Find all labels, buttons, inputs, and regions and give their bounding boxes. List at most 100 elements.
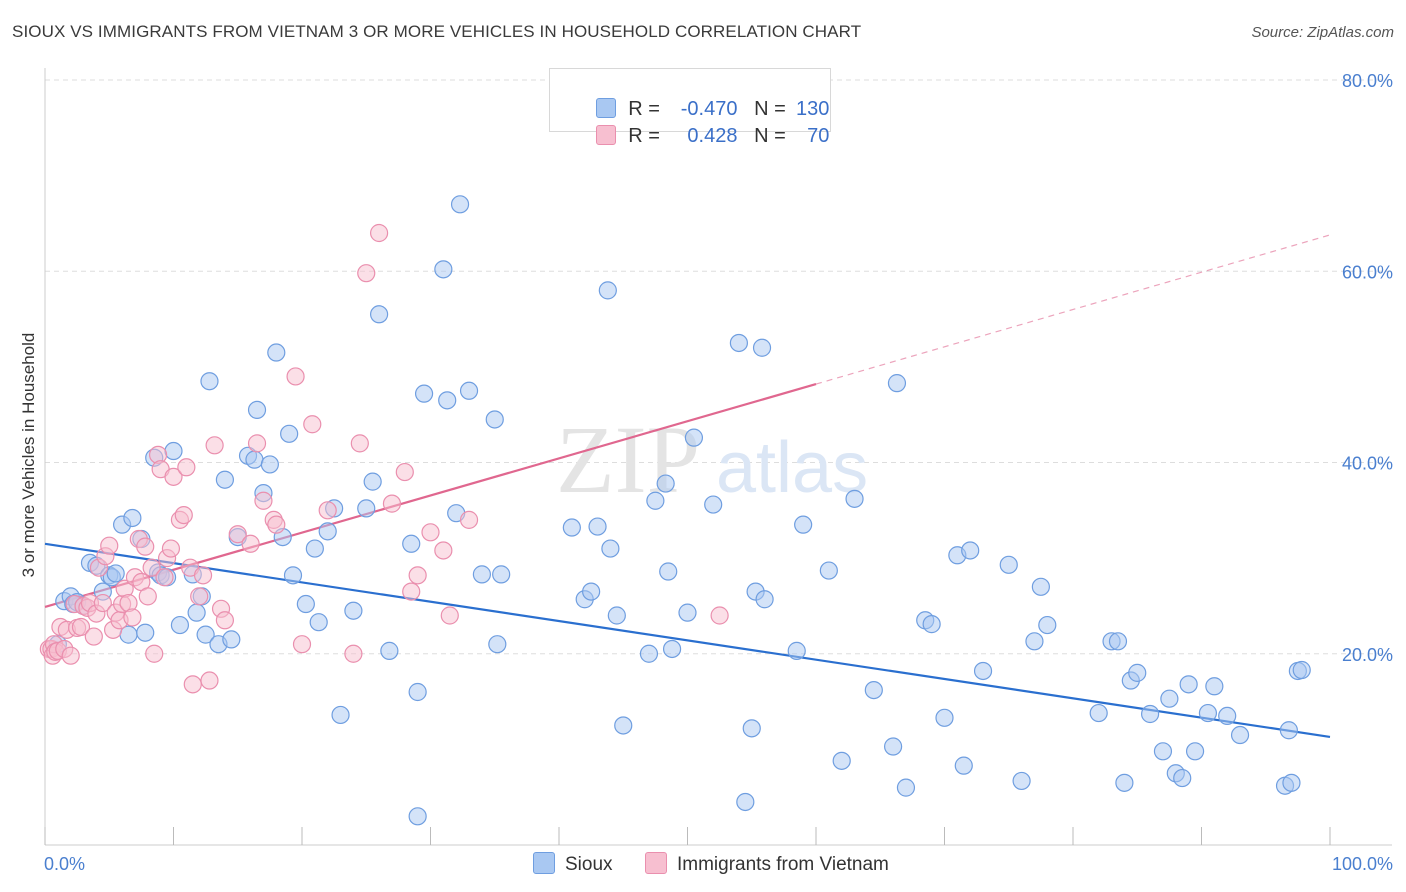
sioux-point [729,333,749,353]
sioux-point [1230,725,1250,745]
vietnam-point [161,539,181,558]
chart-title: SIOUX VS IMMIGRANTS FROM VIETNAM 3 OR MO… [12,22,862,41]
sioux-point [309,613,328,632]
vietnam-point [205,436,224,455]
sioux-point [267,343,286,362]
sioux-point [402,534,421,553]
vietnam-point [145,644,164,663]
sioux-point [245,450,264,469]
sioux-point [1160,689,1179,708]
vietnam-point [382,494,402,513]
vietnam-point [136,537,155,556]
vietnam-point [459,510,479,529]
sioux-swatch [596,98,617,118]
sioux-point [408,807,427,826]
sioux-point [200,372,219,391]
vietnam-swatch [596,125,617,145]
data-points [39,195,1311,826]
sioux-point [1153,742,1173,761]
sioux-point [1031,577,1050,596]
sioux-point [1218,706,1237,726]
y-tick-label: 40.0% [1342,454,1393,474]
vietnam-point [350,434,369,453]
sioux-point [1198,703,1218,723]
sioux-point [492,565,511,584]
sioux-point [598,281,617,300]
sioux-point [614,716,633,735]
sioux-point [408,682,427,702]
sioux-point [1205,677,1224,696]
vietnam-point [247,434,267,453]
vietnam-point [710,606,729,625]
sioux-point [247,400,267,420]
sioux-point [752,338,772,357]
y-tick-label: 20.0% [1342,645,1393,665]
x-tick-label: 0.0% [44,854,85,874]
trend-lines [44,234,1331,739]
sioux-point [331,705,350,725]
y-axis-label: 3 or more Vehicles in Household [19,333,38,578]
sioux-point [414,384,434,403]
sioux-point [222,630,241,649]
sioux-point [488,635,507,654]
sioux-point [344,601,363,620]
sioux-point [646,491,665,510]
sioux-point [438,391,457,410]
sioux-point [187,603,206,622]
sioux-point [260,455,279,474]
sioux-point [164,441,183,461]
vietnam-trend-extension [815,234,1331,385]
sioux-point [659,562,678,581]
vietnam-point [84,627,103,646]
sioux-point [1179,675,1198,694]
sioux-point [1025,632,1044,651]
sioux-point [296,594,315,614]
sioux-point [472,565,491,584]
sioux-point [434,260,453,279]
sioux-point [1128,663,1147,682]
sioux-point [736,792,755,812]
y-tick-label: 60.0% [1342,262,1393,282]
vietnam-point [138,587,157,606]
legend-n-value: 70 [807,125,830,147]
vietnam-point [193,566,213,585]
sioux-trend-line [44,542,1331,739]
sioux-point [357,499,376,518]
sioux-point [601,539,620,558]
sioux-point [562,518,581,537]
sioux-point [961,541,980,560]
sioux-point [794,515,813,534]
legend-item-vietnam[interactable]: Immigrants from Vietnam [645,852,889,876]
vietnam-point [142,558,161,577]
source-label: Source: ZipAtlas.com [1251,24,1394,41]
sioux-point [973,661,993,681]
vietnam-point [286,367,305,386]
watermark-zip: ZIP [556,406,700,513]
sioux-point [999,555,1018,574]
x-tick-label: 100.0% [1332,854,1393,874]
legend-item-sioux[interactable]: Sioux [533,852,613,876]
sioux-point [485,410,504,429]
sioux-point [1012,771,1031,791]
vietnam-point [254,491,273,510]
vietnam-point [123,608,142,627]
legend-n-value: 130 [796,98,830,120]
tick-labels: 20.0% 40.0% 60.0% 80.0% 0.0% 100.0% [44,71,1393,874]
sioux-point [662,639,682,659]
vietnam-point [164,467,183,486]
sioux-point [215,470,234,489]
sioux-point [363,472,382,491]
vietnam-point [183,675,202,694]
vietnam-point [61,646,80,665]
sioux-point [755,590,774,609]
sioux-point [935,708,954,727]
sioux-point [459,381,479,400]
sioux-point [607,606,626,625]
vietnam-point [228,525,247,544]
axes [44,68,1392,846]
sioux-point [656,474,675,493]
sioux-point [864,680,883,700]
vietnam-point [241,534,260,553]
vietnam-trend-line [44,383,817,608]
